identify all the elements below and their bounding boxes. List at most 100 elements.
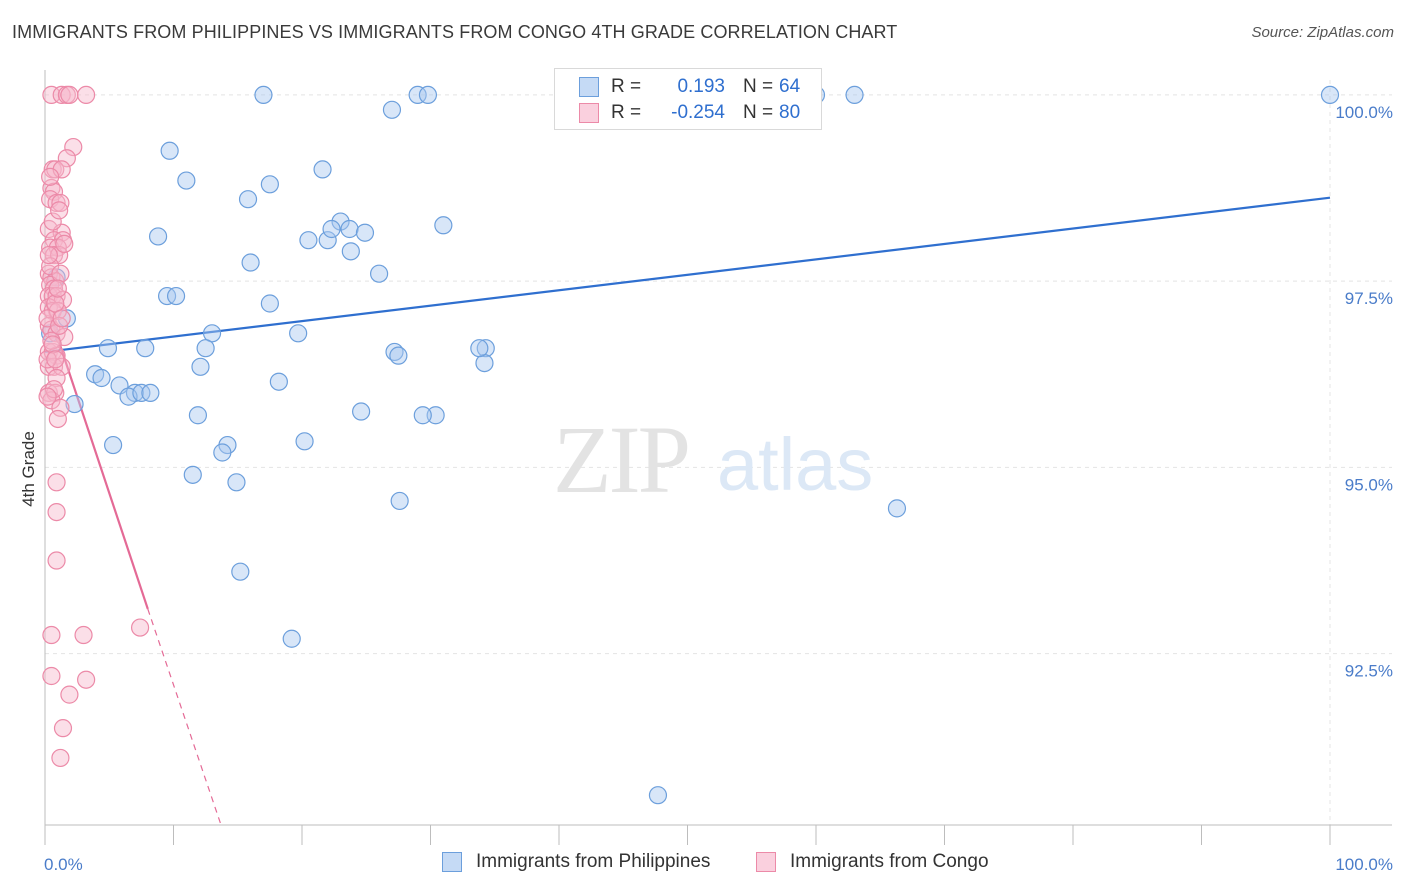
legend-item-congo[interactable]: Immigrants from Congo (756, 851, 989, 873)
philippines-point (188, 406, 208, 425)
philippines-point (92, 368, 111, 388)
congo-point (50, 316, 69, 335)
watermark-zip: ZIP (553, 406, 688, 513)
legend-item-philippines[interactable]: Immigrants from Philippines (442, 851, 710, 873)
congo-point (51, 264, 70, 283)
philippines-point (318, 231, 337, 250)
stats-legend: R = 0.193 N = 64 R = -0.254 N = 80 (554, 68, 822, 130)
y-tick-label: 97.5% (1345, 289, 1393, 308)
congo-point (130, 618, 150, 637)
philippines-point (148, 227, 168, 246)
stats-legend-row-philippines: R = 0.193 N = 64 (579, 75, 800, 99)
y-tick-label: 92.5% (1345, 662, 1393, 681)
axis-layer: 100.0% 97.5% 95.0% 92.5% 0.0% 100.0% (44, 70, 1393, 874)
congo-point (43, 212, 62, 231)
congo-point (43, 335, 62, 354)
philippines-point (136, 339, 155, 358)
congo-point (39, 245, 58, 265)
philippines-point (341, 242, 360, 261)
philippines-point (238, 190, 258, 209)
philippines-point (426, 406, 445, 425)
philippines-point (191, 357, 210, 376)
philippines-point (370, 264, 389, 283)
r-label: R = (611, 102, 642, 123)
philippines-point (340, 219, 359, 239)
philippines-point (476, 339, 495, 358)
congo-point (51, 193, 70, 213)
congo-point (44, 357, 64, 376)
philippines-point (166, 286, 186, 306)
legend-label-congo: Immigrants from Congo (790, 851, 989, 872)
congo-point (60, 685, 79, 704)
congo-point (47, 551, 66, 570)
r-value: 0.193 (677, 76, 725, 97)
philippines-point (104, 435, 123, 455)
philippines-point (1320, 85, 1340, 105)
philippines-point (389, 346, 408, 365)
congo-point (42, 666, 61, 686)
philippines-legend-swatch (442, 852, 462, 872)
congo-point (52, 357, 71, 376)
congo-point (48, 409, 67, 429)
philippines-point (98, 339, 118, 358)
philippines-point (313, 160, 332, 179)
philippines-point (65, 394, 84, 414)
congo-point (77, 670, 96, 689)
philippines-point (213, 443, 232, 462)
congo-point (51, 398, 70, 417)
congo-point (41, 167, 60, 186)
congo-point (38, 387, 57, 406)
n-value: 80 (779, 102, 801, 123)
r-label: R = (611, 76, 642, 97)
series-legend: Immigrants from Philippines Immigrants f… (0, 851, 1406, 877)
congo-point (42, 625, 61, 645)
philippines-point (845, 85, 864, 105)
philippines-point (260, 175, 279, 194)
philippines-point (254, 85, 273, 105)
congo-point (47, 193, 66, 213)
philippines-point (183, 465, 202, 484)
philippines-point (299, 231, 318, 250)
philippines-point (269, 372, 288, 391)
y-axis-label: 4th Grade (19, 431, 38, 507)
n-value: 64 (779, 76, 801, 97)
philippines-point (141, 383, 160, 402)
philippines-point (648, 786, 668, 805)
points-layer (38, 85, 1340, 805)
philippines-swatch (579, 77, 599, 97)
philippines-point (231, 562, 250, 581)
legend-label-philippines: Immigrants from Philippines (476, 851, 711, 872)
y-tick-label: 95.0% (1345, 475, 1393, 494)
congo-point (42, 85, 61, 105)
congo-trendline-extension (147, 608, 222, 826)
congo-point (44, 245, 64, 265)
y-tick-label: 100.0% (1335, 103, 1393, 122)
philippines-point (418, 85, 438, 105)
congo-point (52, 85, 71, 105)
congo-point (44, 380, 64, 399)
philippines-point (227, 473, 246, 492)
congo-point (47, 368, 66, 388)
congo-trendline (43, 299, 149, 610)
watermark-atlas: atlas (717, 423, 873, 506)
congo-point (77, 85, 96, 105)
congo-point (48, 279, 67, 298)
stats-legend-row-congo: R = -0.254 N = 80 (579, 101, 800, 125)
philippines-point (322, 219, 341, 239)
trendline-layer (43, 196, 1331, 826)
congo-point (46, 350, 65, 369)
philippines-point (177, 171, 196, 190)
philippines-point (470, 339, 489, 358)
congo-point (53, 719, 73, 738)
philippines-point (241, 253, 260, 272)
chart-title: IMMIGRANTS FROM PHILIPPINES VS IMMIGRANT… (12, 22, 898, 42)
watermark: ZIP atlas (553, 406, 873, 513)
philippines-point (289, 324, 308, 343)
philippines-point (282, 629, 301, 648)
congo-point (60, 85, 79, 105)
congo-swatch (579, 103, 599, 123)
philippines-point (260, 294, 279, 313)
philippines-point (408, 85, 427, 105)
congo-point (47, 502, 66, 522)
congo-point (64, 137, 83, 157)
